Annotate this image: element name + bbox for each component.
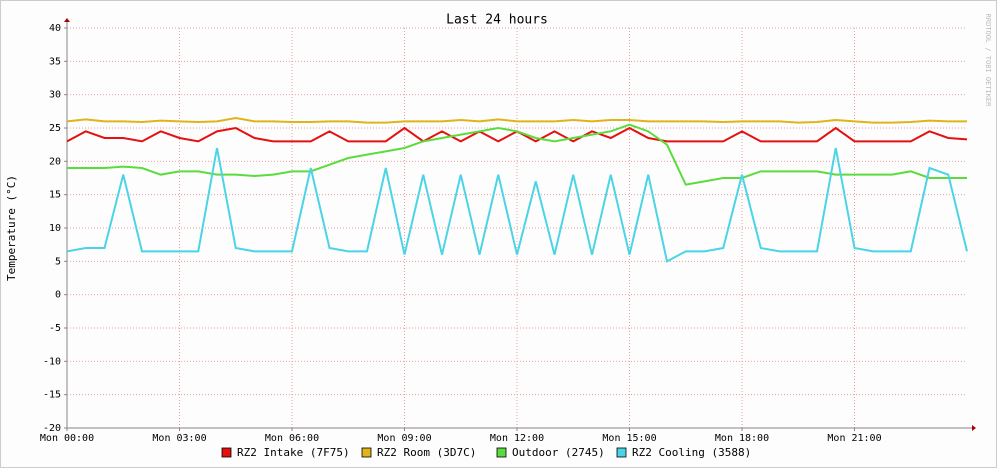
y-tick-label: 15 [49,190,61,201]
legend-swatch [221,447,232,458]
x-tick-label: Mon 21:00 [827,433,881,444]
y-tick-label: 35 [49,56,61,67]
watermark: RRDTOOL / TOBI OETIKER [984,14,992,108]
legend-label: RZ2 Cooling (3588) [632,446,751,459]
y-tick-label: 0 [55,290,61,301]
x-tick-label: Mon 12:00 [490,433,544,444]
legend-label: RZ2 Intake (7F75) [237,446,350,459]
y-tick-label: 40 [49,23,61,34]
legend-swatch [496,447,507,458]
series-line [67,123,967,186]
legend-label: Outdoor (2745) [512,446,605,459]
series-line [66,147,968,263]
y-tick-label: 10 [49,223,61,234]
axis-arrow [64,18,70,22]
legend-label: RZ2 Room (3D7C) [377,446,476,459]
legend-swatch [361,447,372,458]
x-tick-label: Mon 06:00 [265,433,319,444]
y-tick-label: -5 [49,323,61,334]
x-tick-label: Mon 00:00 [40,433,94,444]
y-tick-label: 20 [49,156,61,167]
y-tick-label: 5 [55,256,61,267]
y-tick-label: -15 [43,390,61,401]
y-tick-label: -20 [43,423,61,434]
legend-swatch [616,447,627,458]
y-tick-label: 25 [49,123,61,134]
x-tick-label: Mon 15:00 [602,433,656,444]
y-tick-label: 30 [49,90,61,101]
x-tick-label: Mon 03:00 [152,433,206,444]
x-tick-label: Mon 18:00 [715,433,769,444]
y-tick-label: -10 [43,356,61,367]
series-line [66,116,967,124]
chart-title: Last 24 hours [446,13,548,28]
y-axis-label: Temperature (°C) [5,175,18,281]
axis-arrow [972,425,976,431]
x-tick-label: Mon 09:00 [377,433,431,444]
